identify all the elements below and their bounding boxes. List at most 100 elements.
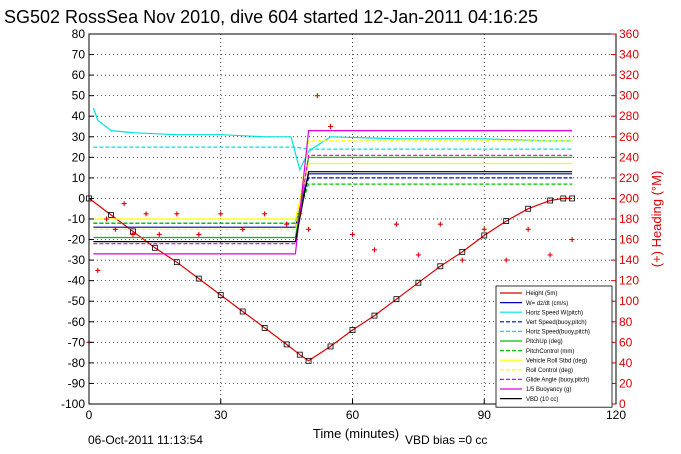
y-tick-label: -50 (68, 294, 86, 308)
series-line-9 (93, 140, 573, 230)
heading-point (350, 231, 355, 237)
height-marker (108, 211, 114, 218)
heading-point (143, 211, 149, 217)
heading-point (415, 252, 421, 258)
y-right-tick-label: 20 (619, 376, 633, 390)
x-axis-label: Time (minutes) (313, 426, 399, 441)
legend-label: Vehicle Roll Stbd (deg) (526, 358, 587, 364)
legend-label: Vert Speed(buoy,pitch) (526, 320, 587, 326)
height-marker (173, 259, 180, 266)
heading-point (459, 257, 465, 263)
height-marker (569, 195, 575, 202)
heading-point (121, 201, 127, 207)
height-marker (327, 343, 334, 350)
y-tick-label: 50 (72, 89, 86, 103)
y-right-tick-label: 100 (619, 294, 639, 308)
heading-point (437, 221, 443, 227)
y-tick-label: 30 (72, 130, 86, 144)
heading-point (104, 216, 110, 222)
y-right-tick-label: 240 (619, 150, 639, 164)
heading-point (284, 221, 290, 227)
legend-label: Horiz Speed(buoy,pitch) (526, 330, 590, 336)
y-right-tick-label: 0 (619, 397, 626, 411)
heading-point (262, 211, 268, 217)
x-tick-label: 120 (606, 408, 626, 422)
height-marker (393, 296, 400, 303)
heading-point (130, 231, 136, 237)
height-marker (151, 244, 158, 251)
heading-point (547, 252, 553, 258)
height-marker (296, 351, 303, 358)
heading-point (393, 221, 399, 227)
legend: Height (5m) W= dz/dt (cm/s) Horiz Speed W(… (495, 285, 613, 408)
height-marker (195, 275, 202, 282)
series-line-11 (93, 130, 573, 255)
y-tick-label: -30 (68, 253, 86, 267)
legend-label: 1/5 Buoyancy (g) (526, 387, 571, 393)
series-line-3 (92, 107, 573, 172)
y-right-tick-label: 320 (619, 68, 639, 82)
legend-label: Glide Angle (buoy,pitch) (526, 378, 589, 384)
heading-point (525, 226, 531, 232)
y-tick-label: -20 (68, 233, 86, 247)
timestamp-footer: 06-Oct-2011 11:13:54 (88, 433, 203, 447)
legend-label: VBD (10 cc) (526, 397, 558, 403)
heading-point (218, 211, 224, 217)
height-marker (560, 195, 567, 202)
height-marker (239, 308, 246, 315)
y-tick-label: -100 (61, 397, 85, 411)
series-line-5 (93, 146, 573, 150)
y-right-tick-label: 260 (619, 130, 639, 144)
heading-point (306, 226, 312, 232)
x-tick-label: 30 (214, 408, 228, 422)
y-right-tick-label: 220 (619, 171, 639, 185)
y-tick-label: 40 (72, 109, 86, 123)
heading-point (196, 231, 202, 237)
y-right-tick-label: 200 (619, 191, 639, 205)
height-marker (261, 325, 268, 331)
series-line-1 (88, 197, 573, 362)
y-right-tick-label: 280 (619, 109, 639, 123)
y-tick-label: -60 (68, 315, 86, 329)
y-right-tick-label: 140 (619, 253, 639, 267)
height-marker (217, 292, 224, 298)
legend-label: W= dz/dt (cm/s) (526, 301, 568, 307)
x-tick-label: 0 (86, 408, 93, 422)
x-axis: 0 30 60 90 120 (86, 399, 626, 422)
y-tick-label: -90 (68, 376, 86, 390)
heading-point (503, 257, 509, 263)
heading-point (156, 231, 162, 237)
height-marker (525, 205, 532, 212)
vbd-bias-footer: VBD bias =0 cc (405, 433, 487, 447)
heading-point (174, 211, 180, 217)
height-marker (481, 232, 488, 239)
series-line-12 (93, 171, 573, 243)
legend-label: PitchUp (deg) (526, 339, 563, 345)
chart-title: SG502 RossSea Nov 2010, dive 604 started… (4, 7, 538, 27)
y-right-tick-label: 300 (619, 89, 639, 103)
y-right-tick-label: 60 (619, 335, 633, 349)
heading-point (297, 211, 303, 217)
series-line-7 (93, 183, 573, 224)
y-tick-label: 20 (72, 150, 86, 164)
height-marker (437, 263, 444, 270)
heading-point (112, 226, 118, 232)
y-tick-label: 70 (72, 48, 86, 62)
y-right-tick-label: 120 (619, 274, 639, 288)
legend-box (495, 285, 613, 408)
y-right-tick-label: 160 (619, 233, 639, 247)
y-right-tick-label: 340 (619, 48, 639, 62)
series-line-10 (93, 154, 573, 245)
y-tick-label: 60 (72, 68, 86, 82)
x-tick-label: 90 (478, 408, 492, 422)
legend-label: Horiz Speed W(pitch) (526, 310, 583, 316)
legend-label: Roll Control (deg) (526, 368, 573, 374)
heading-point (481, 226, 487, 232)
heading-point (328, 124, 334, 129)
y-tick-label: 10 (72, 171, 86, 185)
heading-point (569, 237, 575, 243)
heading-point (314, 93, 320, 99)
x-tick-label: 60 (346, 408, 360, 422)
y-right-tick-label: 360 (619, 27, 639, 41)
legend-label: Height (5m) (526, 291, 557, 297)
